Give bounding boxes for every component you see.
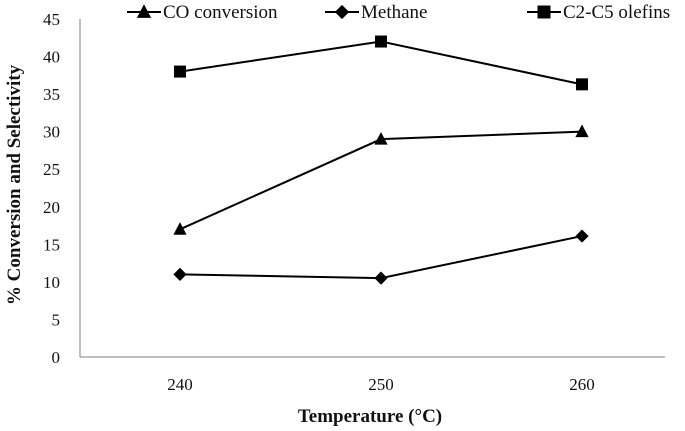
- data-point-triangle: [575, 124, 589, 138]
- y-tick-label-40: 40: [43, 48, 60, 67]
- data-point-diamond: [575, 229, 589, 243]
- data-point-square: [174, 65, 186, 78]
- legend-item-methane: Methane: [325, 2, 427, 23]
- x-tick-label-240: 240: [167, 375, 193, 394]
- series-line: [179, 40, 583, 86]
- legend-label: Methane: [361, 2, 427, 23]
- y-tick-label-45: 45: [43, 10, 60, 29]
- series-methane: [173, 229, 589, 285]
- data-point-diamond: [374, 271, 388, 285]
- data-point-diamond: [173, 267, 187, 281]
- x-tick-label-260: 260: [569, 375, 595, 394]
- legend-label: CO conversion: [163, 2, 278, 23]
- legend-item-c2-c5-olefins: C2-C5 olefins: [527, 2, 670, 23]
- series-c2-c5-olefins: [174, 35, 588, 91]
- y-axis-ticks: 0 5 10 15 20 25 30 35 40 45: [43, 10, 60, 367]
- y-tick-label-15: 15: [43, 235, 60, 254]
- y-tick-label-20: 20: [43, 198, 60, 217]
- legend-marker-diamond: [334, 4, 350, 20]
- axes: [79, 19, 665, 358]
- data-point-square: [375, 35, 387, 48]
- y-tick-label-30: 30: [43, 123, 60, 142]
- y-axis-label: % Conversion and Selectivity: [4, 64, 25, 305]
- y-tick-label-25: 25: [43, 160, 60, 179]
- x-axis-ticks: 240 250 260: [167, 375, 595, 394]
- y-tick-label-5: 5: [52, 310, 61, 329]
- series-co-conversion: [173, 124, 589, 235]
- data-point-square: [576, 78, 588, 91]
- x-axis-label: Temperature (°C): [298, 406, 442, 427]
- series-layer: [173, 35, 589, 285]
- legend-item-co-conversion: CO conversion: [127, 2, 278, 23]
- x-tick-label-250: 250: [368, 375, 394, 394]
- data-point-triangle: [173, 222, 187, 235]
- legend-marker-square: [537, 5, 551, 19]
- series-line: [179, 130, 583, 231]
- data-point-triangle: [374, 131, 388, 145]
- y-tick-label-35: 35: [43, 85, 60, 104]
- y-tick-label-10: 10: [43, 273, 60, 292]
- legend-marker-triangle: [136, 4, 152, 18]
- y-tick-label-0: 0: [52, 348, 61, 367]
- legend-label: C2-C5 olefins: [563, 2, 670, 23]
- legend: CO conversion Methane C2-C5 olefins: [127, 2, 670, 23]
